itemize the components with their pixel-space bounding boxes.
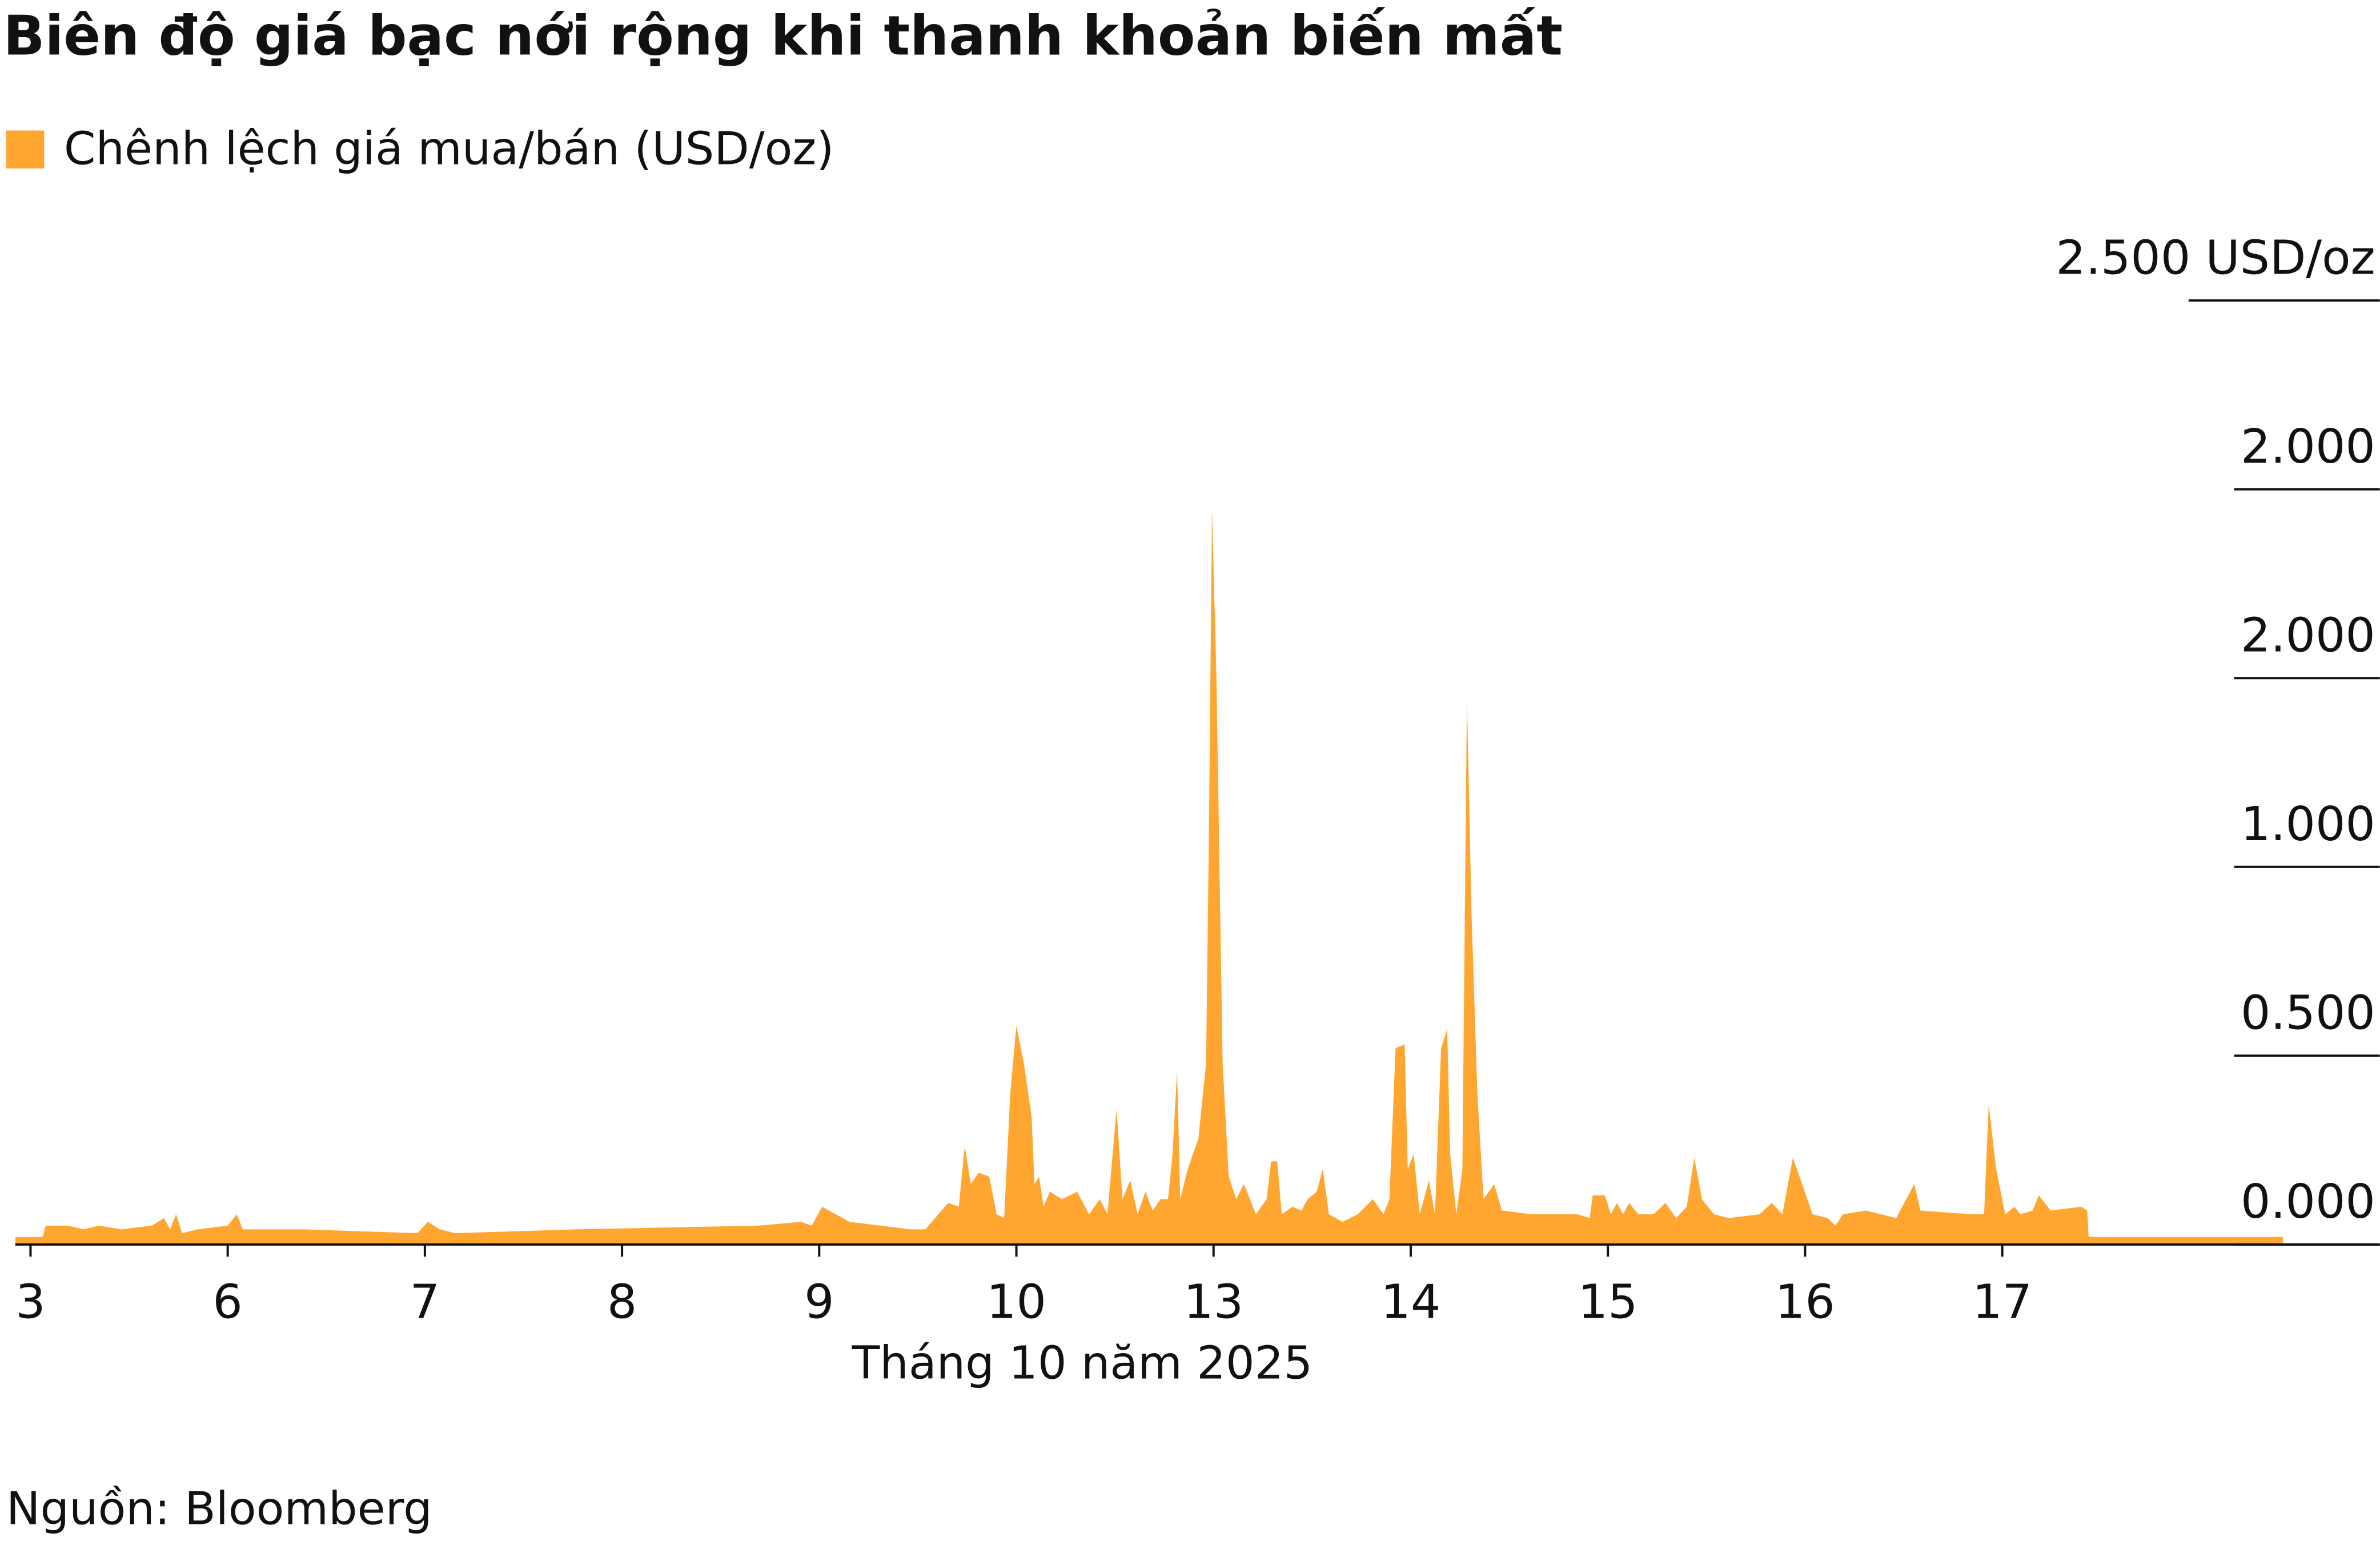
chart-title: Biên độ giá bạc nới rộng khi thanh khoản… [3, 3, 1563, 67]
x-tick-label: 10 [986, 1275, 1046, 1330]
source: Nguồn: Bloomberg [6, 1482, 432, 1535]
y-tick-label: 0.000 [2241, 1175, 2375, 1229]
legend-label: Chênh lệch giá mua/bán (USD/oz) [64, 122, 834, 175]
x-tick-label: 17 [1972, 1275, 2032, 1330]
x-tick-label: 7 [410, 1275, 440, 1330]
x-tick-label: 9 [804, 1275, 834, 1330]
x-tick-label: 6 [212, 1275, 242, 1330]
y-tick-label: 2.000 [2241, 609, 2375, 663]
x-axis-label: Tháng 10 năm 2025 [852, 1336, 1313, 1389]
legend-swatch [6, 130, 45, 168]
area [15, 508, 2283, 1245]
y-tick-label: 0.500 [2241, 986, 2375, 1041]
x-tick-label: 15 [1578, 1275, 1638, 1330]
x-tick-label: 14 [1381, 1275, 1441, 1330]
y-tick-label: 2.000 [2241, 420, 2375, 474]
x-tick-label: 13 [1183, 1275, 1243, 1330]
x-tick-label: 16 [1775, 1275, 1835, 1330]
x-tick-label: 8 [607, 1275, 637, 1330]
y-tick-label: 2.500 USD/oz [2056, 231, 2375, 285]
y-tick-label: 1.000 [2241, 797, 2375, 852]
x-tick-label: 3 [15, 1275, 45, 1330]
